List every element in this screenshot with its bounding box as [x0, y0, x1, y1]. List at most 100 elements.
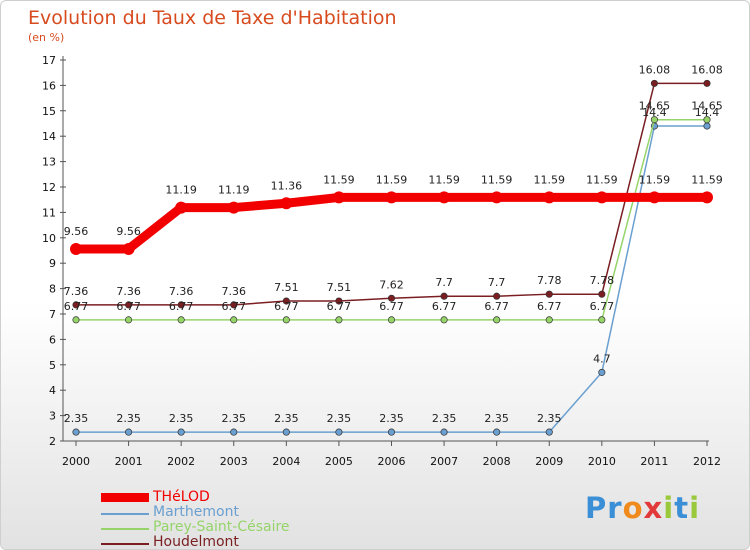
data-label: 6.77 [274, 300, 299, 313]
data-point [545, 428, 553, 436]
data-point [545, 290, 553, 298]
x-tick-label: 2003 [220, 455, 248, 468]
data-label: 6.77 [484, 300, 509, 313]
data-point [387, 316, 396, 324]
data-label: 6.77 [537, 300, 562, 313]
logo-letter: x [643, 491, 664, 525]
data-label: 7.51 [274, 281, 299, 294]
data-label: 2.35 [169, 412, 194, 425]
data-point [387, 428, 396, 436]
y-tick-label: 15 [42, 105, 56, 118]
data-label: 11.59 [481, 173, 513, 186]
data-point [703, 122, 711, 130]
data-label: 7.78 [537, 274, 562, 287]
data-label: 6.77 [64, 300, 89, 313]
legend-swatch-houdelmont [101, 543, 149, 545]
legend-swatch-thelod [101, 493, 149, 502]
series-line [71, 192, 712, 254]
data-point [280, 197, 293, 210]
chart-title: Evolution du Taux de Taxe d'Habitation [28, 7, 397, 29]
data-label: 11.59 [428, 173, 460, 186]
y-tick-label: 4 [49, 384, 56, 397]
data-point [72, 301, 80, 309]
data-point [72, 316, 80, 324]
chart-data-labels: 2.35 2.35 2.35 2.35 2.35 2.35 2.35 2.35 2.35 2.35… [64, 63, 723, 425]
data-point [701, 191, 713, 204]
data-label: 14.4 [642, 106, 667, 119]
y-tick-label: 12 [42, 181, 56, 194]
data-label: 11.59 [376, 173, 408, 186]
legend-item-parey-saint-cesaire: Parey-Saint-Césaire [101, 519, 401, 536]
data-point [335, 297, 343, 305]
x-tick-label: 2012 [693, 455, 721, 468]
chart-series [70, 79, 713, 436]
data-point [177, 301, 185, 309]
data-point [595, 191, 608, 204]
logo-letter: P [585, 491, 608, 525]
y-tick-label: 7 [49, 308, 56, 321]
data-label: 14.65 [691, 100, 723, 113]
data-label: 4.7 [593, 352, 611, 365]
logo-letter: o [622, 491, 644, 525]
y-tick-label: 5 [49, 359, 56, 372]
logo-letter: t [674, 491, 690, 525]
legend-swatch-parey-saint-cesaire [101, 528, 149, 530]
data-point [545, 316, 553, 324]
data-label: 6.77 [327, 300, 352, 313]
data-label: 2.35 [116, 412, 141, 425]
data-label: 2.35 [64, 412, 89, 425]
data-label: 11.59 [691, 173, 723, 186]
data-point [335, 316, 343, 324]
legend-label-marthemont: Marthemont [153, 504, 239, 520]
x-tick-label: 2007 [430, 455, 458, 468]
data-point [438, 191, 451, 204]
data-point [703, 116, 711, 124]
y-tick-label: 17 [42, 54, 56, 67]
data-point [493, 316, 501, 324]
x-tick-label: 2009 [535, 455, 563, 468]
data-point [385, 191, 398, 204]
data-label: 7.7 [435, 276, 453, 289]
data-label: 7.36 [169, 285, 194, 298]
y-tick-label: 11 [42, 206, 56, 219]
legend-item-houdelmont: Houdelmont [101, 534, 401, 550]
data-point [230, 301, 238, 309]
data-point [387, 294, 396, 302]
data-label: 11.59 [586, 173, 618, 186]
x-tick-label: 2002 [167, 455, 195, 468]
y-tick-label: 6 [49, 333, 56, 346]
data-label: 7.36 [64, 285, 89, 298]
data-label: 11.36 [271, 179, 303, 192]
data-label: 7.7 [488, 276, 506, 289]
chart-unit-label: (en %) [28, 31, 65, 44]
x-tick-label: 2006 [378, 455, 406, 468]
data-label: 6.77 [590, 300, 615, 313]
data-point [703, 79, 711, 87]
legend-item-marthemont: Marthemont [101, 504, 401, 521]
x-tick-label: 2011 [640, 455, 668, 468]
data-label: 9.56 [64, 225, 89, 238]
data-point [125, 316, 133, 324]
data-point [282, 428, 290, 436]
data-label: 2.35 [379, 412, 404, 425]
data-point [177, 428, 185, 436]
data-label: 2.35 [432, 412, 457, 425]
data-label: 7.36 [116, 285, 141, 298]
legend-label-houdelmont: Houdelmont [153, 534, 239, 550]
chart-axes: 2 3 4 5 6 7 8 9 10 11 12 13 14 15 16 17 2000 2001 2002 2003… [42, 54, 721, 468]
data-label: 7.62 [379, 278, 404, 291]
data-point [125, 301, 133, 309]
x-tick-label: 2000 [62, 455, 90, 468]
y-tick-label: 13 [42, 156, 56, 169]
data-label: 11.19 [165, 184, 197, 197]
data-point [440, 316, 448, 324]
data-point [177, 316, 185, 324]
y-tick-label: 10 [42, 232, 56, 245]
legend-item-thelod: THéLOD [101, 489, 401, 506]
data-point [125, 428, 133, 436]
data-point [650, 79, 658, 87]
x-tick-label: 2004 [272, 455, 300, 468]
data-point [230, 428, 238, 436]
